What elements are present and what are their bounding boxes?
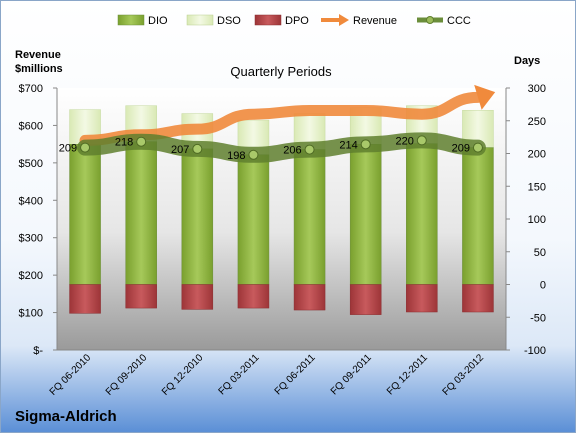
bar-dpo bbox=[462, 284, 494, 313]
ccc-data-label: 209 bbox=[59, 143, 77, 155]
revenue-arrowhead bbox=[474, 84, 496, 110]
bar-dio bbox=[349, 144, 382, 285]
legend-label-dio: DIO bbox=[148, 15, 168, 27]
bar-dpo bbox=[349, 284, 382, 315]
left-axis-ticks: $- $100 $200 $300 $400 $500 $600 $700 bbox=[19, 83, 57, 357]
x-tick-label: FQ 09-2011 bbox=[329, 352, 374, 397]
ccc-point bbox=[248, 149, 259, 160]
legend-label-dpo: DPO bbox=[285, 15, 309, 27]
ccc-data-label: 209 bbox=[452, 143, 470, 155]
plot-area bbox=[57, 88, 506, 350]
legend-label-dso: DSO bbox=[217, 15, 241, 27]
bar-dio bbox=[462, 147, 494, 285]
right-tick-label: 300 bbox=[528, 83, 546, 95]
bar-dio bbox=[293, 149, 326, 285]
x-tick-label: FQ 06-2011 bbox=[273, 352, 318, 397]
chart-title: Quarterly Periods bbox=[230, 64, 332, 79]
ccc-data-label: 207 bbox=[171, 144, 189, 156]
ccc-data-label: 206 bbox=[283, 145, 301, 157]
right-axis-title: Days bbox=[514, 55, 540, 67]
bar-dpo bbox=[181, 284, 214, 310]
legend-label-revenue: Revenue bbox=[353, 15, 397, 27]
legend-label-ccc: CCC bbox=[447, 15, 471, 27]
ccc-line bbox=[77, 132, 486, 163]
bar-dpo bbox=[293, 284, 326, 311]
ccc-data-label: 218 bbox=[115, 137, 133, 149]
right-tick-label: -100 bbox=[524, 345, 546, 357]
right-axis-ticks: -100 -50 0 50 100 150 200 250 300 bbox=[506, 83, 546, 357]
ccc-data-label: 198 bbox=[227, 150, 245, 162]
legend-swatch-dso bbox=[186, 14, 214, 26]
bar-dpo bbox=[125, 284, 157, 309]
left-tick-label: $600 bbox=[19, 120, 43, 132]
x-tick-label: FQ 03-2011 bbox=[217, 352, 262, 397]
bar-dio bbox=[237, 154, 270, 285]
x-tick-label: FQ 12-2011 bbox=[385, 352, 430, 397]
x-tick-label: FQ 12-2010 bbox=[160, 352, 206, 398]
right-tick-label: 200 bbox=[528, 149, 546, 161]
company-name: Sigma-Aldrich bbox=[15, 408, 117, 425]
left-tick-label: $200 bbox=[19, 270, 43, 282]
bar-dpo bbox=[237, 284, 270, 309]
ccc-series: 209 218 207 198 206 214 220 209 bbox=[59, 132, 486, 163]
ccc-point bbox=[360, 139, 371, 150]
bar-dio bbox=[69, 144, 101, 285]
right-tick-label: -50 bbox=[530, 312, 546, 324]
left-tick-label: $100 bbox=[19, 308, 43, 320]
ccc-data-label: 214 bbox=[339, 139, 357, 151]
legend: DIO DSO DPO Revenue CCC bbox=[117, 14, 471, 27]
bar-dio bbox=[406, 143, 438, 285]
ccc-point bbox=[80, 142, 91, 153]
legend-swatch-ccc bbox=[417, 16, 443, 24]
left-tick-label: $- bbox=[33, 345, 43, 357]
bar-dpo bbox=[406, 284, 438, 313]
x-tick-label: FQ 06-2010 bbox=[48, 352, 94, 398]
bar-dpo bbox=[69, 284, 101, 314]
left-axis-title-line2: $millions bbox=[15, 63, 63, 75]
ccc-point bbox=[472, 142, 483, 153]
left-tick-label: $700 bbox=[19, 83, 43, 95]
bar-dio bbox=[125, 141, 157, 285]
left-axis-title-line1: Revenue bbox=[15, 49, 61, 61]
ccc-data-label: 220 bbox=[395, 135, 413, 147]
ccc-point bbox=[416, 135, 427, 146]
right-tick-label: 0 bbox=[540, 280, 546, 292]
legend-swatch-dpo bbox=[254, 14, 282, 26]
ccc-point bbox=[304, 144, 315, 155]
x-tick-label: FQ 03-2012 bbox=[441, 352, 487, 398]
x-tick-label: FQ 09-2010 bbox=[104, 352, 150, 398]
legend-swatch-dio bbox=[117, 14, 145, 26]
left-tick-label: $300 bbox=[19, 233, 43, 245]
ccc-point bbox=[192, 143, 203, 154]
right-tick-label: 100 bbox=[528, 214, 546, 226]
ccc-point bbox=[136, 136, 147, 147]
left-tick-label: $500 bbox=[19, 158, 43, 170]
bar-dio bbox=[181, 148, 214, 285]
legend-swatch-revenue bbox=[321, 14, 349, 26]
right-tick-label: 150 bbox=[528, 181, 546, 193]
right-tick-label: 50 bbox=[534, 247, 546, 259]
right-tick-label: 250 bbox=[528, 116, 546, 128]
x-axis-tick-labels: FQ 06-2010 FQ 09-2010 FQ 12-2010 FQ 03-2011… bbox=[48, 352, 487, 398]
left-tick-label: $400 bbox=[19, 195, 43, 207]
